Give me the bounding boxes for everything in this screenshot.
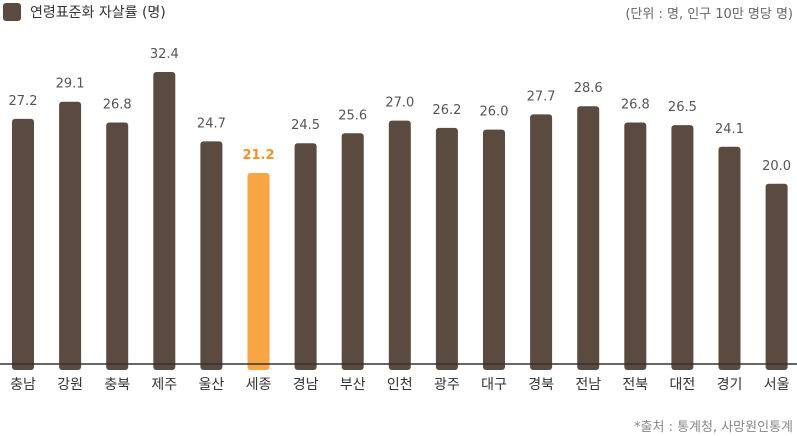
bar-경북 [530,114,553,370]
value-label-대구: 26.0 [480,105,509,120]
unit-note: (단위 : 명, 인구 10만 명당 명) [625,7,793,22]
bar-제주 [153,72,176,370]
category-label-제주: 제주 [151,377,177,393]
bar-경기 [718,146,741,370]
bar-울산 [200,141,223,370]
value-label-광주: 26.2 [432,103,461,118]
bar-전남 [577,106,600,370]
category-label-강원: 강원 [57,377,83,393]
category-label-대전: 대전 [670,377,696,393]
bar-충북 [106,122,129,370]
value-label-대전: 26.5 [668,100,697,115]
value-label-전남: 28.6 [574,81,603,96]
value-label-서울: 20.0 [762,159,791,174]
bar-충남 [12,118,34,370]
bar-인천 [388,120,411,371]
category-labels-group: 충남 강원 충북 제주 울산 세종 경남 부산 인천 광주 대구 경북 전남 전북 대전 경기 서울 [10,377,789,393]
value-label-전북: 26.8 [621,97,650,112]
value-label-충북: 26.8 [103,97,132,112]
bar-광주 [435,127,458,370]
bars-group [12,72,788,371]
value-label-인천: 27.0 [385,96,414,111]
value-label-충남: 27.2 [9,94,38,109]
legend: 연령표준화 자살률 (명) [3,2,166,22]
bar-전북 [624,122,647,370]
value-label-제주: 32.4 [150,47,179,62]
category-label-충북: 충북 [104,377,130,393]
category-label-전남: 전남 [575,377,601,393]
bar-부산 [341,133,364,370]
bar-강원 [59,101,82,371]
legend-swatch [3,3,21,21]
source-note: *출처 : 통계청, 사망원인통계 [634,420,793,435]
legend-label: 연령표준화 자살률 (명) [30,5,166,21]
value-label-울산: 24.7 [197,116,226,131]
category-label-인천: 인천 [387,377,413,393]
bar-세종 [247,172,270,370]
value-label-경기: 24.1 [715,122,744,137]
bar-대구 [483,129,505,370]
bar-경남 [294,143,317,370]
bar-서울 [765,183,788,370]
value-label-세종: 21.2 [242,148,274,163]
category-label-경북: 경북 [528,377,554,393]
category-label-대구: 대구 [481,377,507,393]
category-label-광주: 광주 [434,377,460,393]
category-label-경기: 경기 [717,377,743,393]
category-label-전북: 전북 [622,377,648,393]
value-label-경남: 24.5 [291,118,320,133]
value-label-강원: 29.1 [56,77,85,92]
category-label-세종: 세종 [246,377,272,393]
category-label-경남: 경남 [293,377,319,393]
value-labels-group: 27.2 29.1 26.8 32.4 24.7 21.2 24.5 25.6 27.0 26.2… [9,47,792,174]
bar-대전 [671,125,694,370]
category-label-충남: 충남 [10,377,36,393]
value-label-부산: 25.6 [338,108,367,123]
category-label-서울: 서울 [764,377,790,393]
value-label-경북: 27.7 [527,89,556,104]
category-label-울산: 울산 [199,377,225,393]
category-label-부산: 부산 [340,377,366,393]
